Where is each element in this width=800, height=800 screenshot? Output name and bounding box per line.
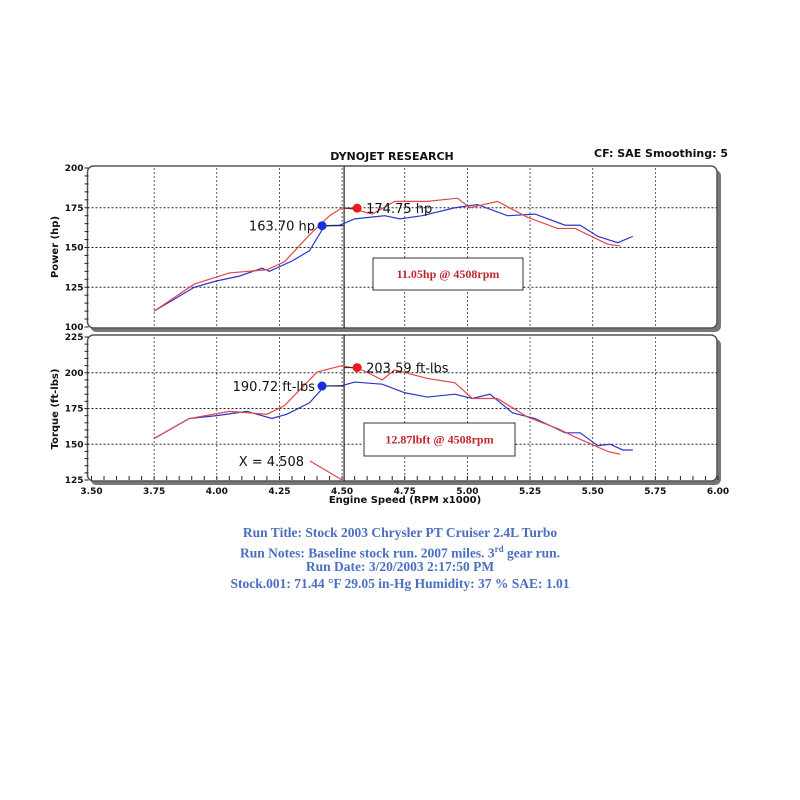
torque-panel: 125 150 175 200 225 3.50 3.75 4.00 4.25 4.50 4.75 5… — [65, 333, 729, 497]
run-title: Run Title: Stock 2003 Chrysler PT Cruise… — [242, 525, 558, 540]
peak-label: 163.70 hp — [249, 220, 315, 235]
plot-frame — [86, 165, 718, 329]
settings-label: CF: SAE Smoothing: 5 — [594, 147, 728, 160]
difference-label: 12.87lbft @ 4508rpm — [385, 433, 493, 447]
power-panel: 100 125 150 175 200 163.70 hp 174.75 hp 11.05hp… — [65, 164, 721, 333]
peak-marker — [352, 203, 362, 213]
y-tick-label: 150 — [65, 244, 84, 254]
cursor-pointer-line — [309, 460, 343, 481]
x-tick-label: 3.50 — [80, 487, 102, 497]
cursor-x-label: X = 4.508 — [239, 455, 304, 470]
run-notes-end: gear run. — [503, 545, 560, 561]
run-notes-sup: rd — [494, 544, 504, 554]
peak-marker — [317, 221, 327, 231]
y-tick-label: 200 — [65, 369, 84, 379]
difference-box — [363, 422, 516, 457]
x-tick-label: 5.50 — [582, 487, 604, 497]
plot-frame — [86, 334, 718, 482]
run-date: Run Date: 3/20/2003 2:17:50 PM — [305, 559, 495, 574]
x-tick-label: 5.00 — [456, 487, 478, 497]
x-tick-label: 4.50 — [331, 487, 353, 497]
y-tick-label: 175 — [65, 405, 84, 415]
peak-label: 203.59 ft-lbs — [366, 362, 449, 377]
x-tick-label: 5.75 — [644, 487, 666, 497]
difference-label: 11.05hp @ 4508rpm — [397, 267, 500, 281]
difference-box — [372, 257, 524, 291]
y-tick-label: 175 — [65, 204, 84, 214]
x-tick-label: 6.00 — [707, 487, 729, 497]
x-tick-label: 4.00 — [206, 487, 228, 497]
run-conditions: Stock.001: 71.44 °F 29.05 in-Hg Humidity… — [230, 576, 570, 591]
x-tick-label: 3.75 — [143, 487, 165, 497]
peak-marker — [317, 381, 327, 391]
x-axis-label: Engine Speed (RPM x1000) — [329, 495, 481, 506]
x-tick-label: 4.25 — [268, 487, 290, 497]
run-notes-text: Run Notes: Baseline stock run. 2007 mile… — [239, 545, 495, 561]
peak-label: 174.75 hp — [366, 202, 432, 217]
chart-title: DYNOJET RESEARCH — [330, 150, 453, 163]
peak-label: 190.72 ft-lbs — [233, 380, 316, 395]
torque-y-label: Torque (ft-lbs) — [50, 369, 61, 450]
y-tick-label: 200 — [65, 164, 84, 174]
run-notes: Run Notes: Baseline stock run. 2007 mile… — [0, 541, 800, 562]
y-tick-label: 150 — [65, 440, 84, 450]
x-tick-label: 5.25 — [519, 487, 541, 497]
series-line-modified — [153, 364, 621, 455]
y-tick-label: 225 — [65, 333, 84, 343]
peak-marker — [352, 363, 362, 373]
series-line-stock — [153, 381, 633, 451]
y-tick-label: 125 — [65, 476, 84, 486]
power-y-label: Power (hp) — [50, 216, 61, 278]
y-tick-label: 125 — [65, 283, 84, 293]
series-line-modified — [153, 197, 621, 312]
x-tick-label: 4.75 — [394, 487, 416, 497]
y-tick-label: 100 — [65, 323, 84, 333]
